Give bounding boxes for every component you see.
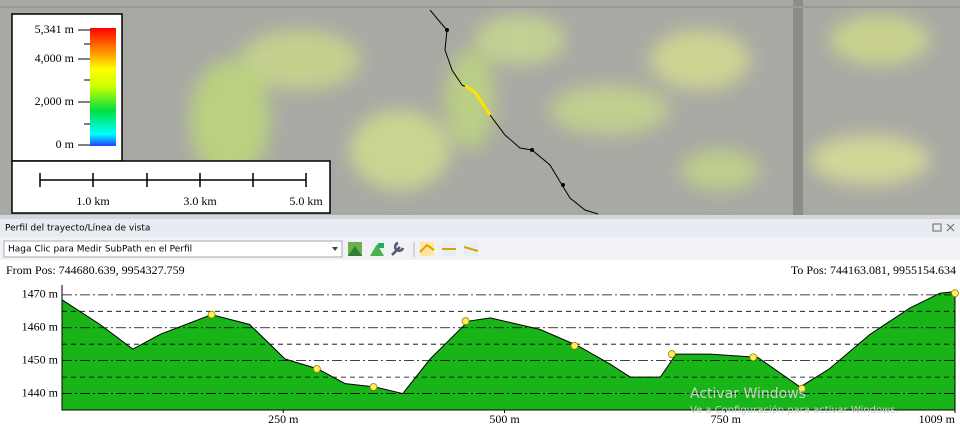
to-position: To Pos: 744163.081, 9955154.634 <box>791 263 956 277</box>
scale-label: 1.0 km <box>76 194 110 208</box>
profile-marker <box>668 351 675 358</box>
profile-marker <box>952 290 959 297</box>
legend-label: 5,341 m <box>35 22 75 36</box>
y-tick-label: 1460 m <box>22 320 59 334</box>
x-tick-label: 1009 m <box>919 412 956 426</box>
watermark-title: Activar Windows <box>690 386 806 402</box>
x-tick-label: 500 m <box>489 412 520 426</box>
panel-title: Perfil del trayecto/Línea de vista <box>5 224 150 234</box>
profile-marker <box>208 311 215 318</box>
profile-marker <box>462 318 469 325</box>
profile-area <box>62 292 955 410</box>
y-tick-label: 1450 m <box>22 352 59 366</box>
x-tick-label: 250 m <box>268 412 299 426</box>
profile-marker <box>370 383 377 390</box>
scale-label: 5.0 km <box>289 194 323 208</box>
page: 5,341 m 4,000 m 2,000 m 0 m 1.0 km 3.0 k… <box>0 0 960 428</box>
profile-marker <box>750 354 757 361</box>
scale-label: 3.0 km <box>183 194 217 208</box>
from-position: From Pos: 744680.639, 9954327.759 <box>6 263 185 277</box>
legend-label: 4,000 m <box>35 51 75 65</box>
window: 5,341 m 4,000 m 2,000 m 0 m 1.0 km 3.0 k… <box>0 0 960 428</box>
y-tick-label: 1470 m <box>22 287 59 301</box>
scale-bar: 1.0 km 3.0 km 5.0 km <box>12 161 330 213</box>
y-tick-label: 1440 m <box>22 385 59 399</box>
legend-label: 2,000 m <box>35 94 75 108</box>
legend-label: 0 m <box>56 137 75 151</box>
elevation-legend: 5,341 m 4,000 m 2,000 m 0 m <box>12 14 122 161</box>
profile-marker <box>313 365 320 372</box>
profile-marker <box>571 342 578 349</box>
dropdown-text: Haga Clic para Medir SubPath en el Perfi… <box>8 245 192 255</box>
watermark-subtitle: Ve a Configuración para activar Windows. <box>690 404 899 416</box>
